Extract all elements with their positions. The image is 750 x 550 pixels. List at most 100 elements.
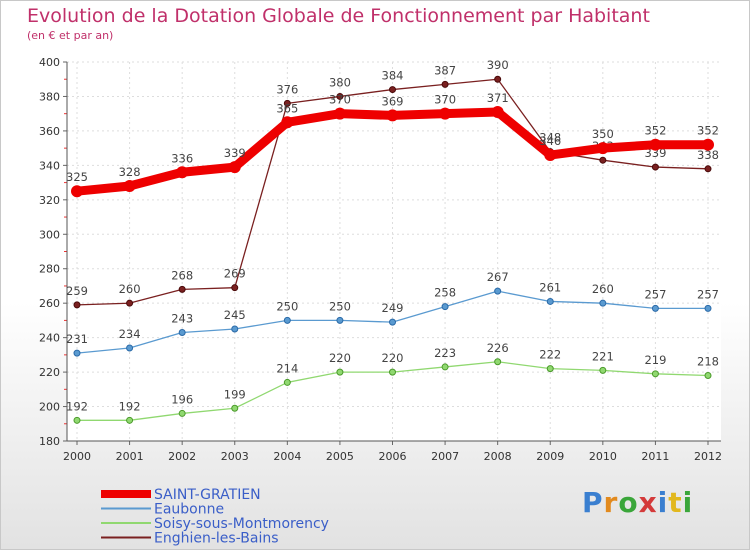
data-point <box>178 328 186 336</box>
chart-subtitle: (en € et par an) <box>27 29 114 42</box>
data-label: 223 <box>434 346 456 360</box>
logo-letter: x <box>638 486 658 519</box>
y-tick-label: 200 <box>39 401 60 414</box>
data-point <box>441 363 449 371</box>
y-tick-label: 220 <box>39 366 60 379</box>
data-point <box>336 92 344 100</box>
data-label: 222 <box>539 348 561 362</box>
data-point <box>389 368 396 376</box>
y-tick-label: 240 <box>39 332 60 345</box>
data-label: 376 <box>276 82 298 96</box>
data-point <box>649 138 662 151</box>
plot-area <box>67 62 721 441</box>
data-point <box>281 116 294 129</box>
data-label: 336 <box>171 151 193 165</box>
data-label: 196 <box>171 392 193 406</box>
legend-label: Soisy-sous-Montmorency <box>154 516 329 532</box>
data-point <box>231 404 239 412</box>
data-label: 231 <box>66 332 88 346</box>
data-point <box>704 372 712 380</box>
data-label: 365 <box>276 101 298 115</box>
x-tick-label: 2002 <box>168 450 196 463</box>
data-label: 338 <box>697 148 719 162</box>
y-tick-label: 400 <box>39 56 60 69</box>
x-tick-label: 2004 <box>273 450 301 463</box>
x-tick-label: 2012 <box>694 450 722 463</box>
data-label: 192 <box>66 399 88 413</box>
data-label: 192 <box>119 399 141 413</box>
data-label: 260 <box>119 282 141 296</box>
x-tick-label: 2006 <box>379 450 407 463</box>
data-label: 245 <box>224 308 246 322</box>
data-label: 218 <box>697 355 719 369</box>
data-point <box>231 284 239 292</box>
legend-label: Enghien-les-Bains <box>154 531 279 547</box>
data-point <box>599 366 607 374</box>
x-tick-label: 2009 <box>536 450 564 463</box>
data-point <box>126 299 134 307</box>
data-point <box>439 107 452 120</box>
data-label: 250 <box>329 299 351 313</box>
data-label: 328 <box>119 165 141 179</box>
data-point <box>494 75 502 83</box>
data-point <box>178 285 186 293</box>
legend-label: Eaubonne <box>154 502 224 518</box>
chart-title: Evolution de la Dotation Globale de Fonc… <box>27 5 650 27</box>
data-point <box>651 163 659 171</box>
data-label: 387 <box>434 63 456 77</box>
data-label: 370 <box>329 93 351 107</box>
data-label: 234 <box>119 327 141 341</box>
data-point <box>73 416 81 424</box>
data-label: 220 <box>382 351 404 365</box>
logo-letter: i <box>657 486 669 519</box>
data-point <box>178 409 186 417</box>
data-label: 221 <box>592 349 614 363</box>
data-label: 348 <box>539 131 561 145</box>
data-label: 249 <box>382 301 404 315</box>
data-label: 261 <box>539 280 561 294</box>
data-point <box>546 297 554 305</box>
logo-letter: i <box>682 486 694 519</box>
y-tick-label: 280 <box>39 263 60 276</box>
y-tick-label: 380 <box>39 90 60 103</box>
x-tick-label: 2011 <box>641 450 669 463</box>
data-point <box>228 161 241 174</box>
data-label: 220 <box>329 351 351 365</box>
data-point <box>389 86 396 94</box>
data-point <box>494 358 502 366</box>
data-label: 259 <box>66 284 88 298</box>
data-label: 257 <box>644 287 666 301</box>
data-label: 384 <box>382 69 404 83</box>
data-point <box>544 149 557 162</box>
y-tick-label: 260 <box>39 297 60 310</box>
data-label: 226 <box>487 341 509 355</box>
data-label: 269 <box>224 267 246 281</box>
y-tick-label: 340 <box>39 159 60 172</box>
data-label: 370 <box>434 93 456 107</box>
data-point <box>491 105 504 118</box>
logo-letter: r <box>603 486 619 519</box>
data-label: 380 <box>329 75 351 89</box>
y-tick-label: 180 <box>39 435 60 448</box>
data-point <box>283 99 291 107</box>
y-tick-label: 360 <box>39 125 60 138</box>
x-tick-label: 2003 <box>221 450 249 463</box>
data-point <box>599 299 607 307</box>
logo-letter: P <box>582 486 604 519</box>
data-label: 369 <box>382 94 404 108</box>
data-point <box>546 365 554 373</box>
data-label: 258 <box>434 286 456 300</box>
data-label: 243 <box>171 311 193 325</box>
data-point <box>651 304 659 312</box>
data-point <box>123 180 136 193</box>
data-point <box>283 378 291 386</box>
proxiti-logo: Proxiti <box>582 486 693 519</box>
legend-label: SAINT-GRATIEN <box>154 487 261 503</box>
data-point <box>126 344 134 352</box>
data-point <box>596 142 609 155</box>
data-point <box>283 316 291 324</box>
data-point <box>336 368 344 376</box>
data-label: 267 <box>487 270 509 284</box>
data-point <box>126 416 134 424</box>
